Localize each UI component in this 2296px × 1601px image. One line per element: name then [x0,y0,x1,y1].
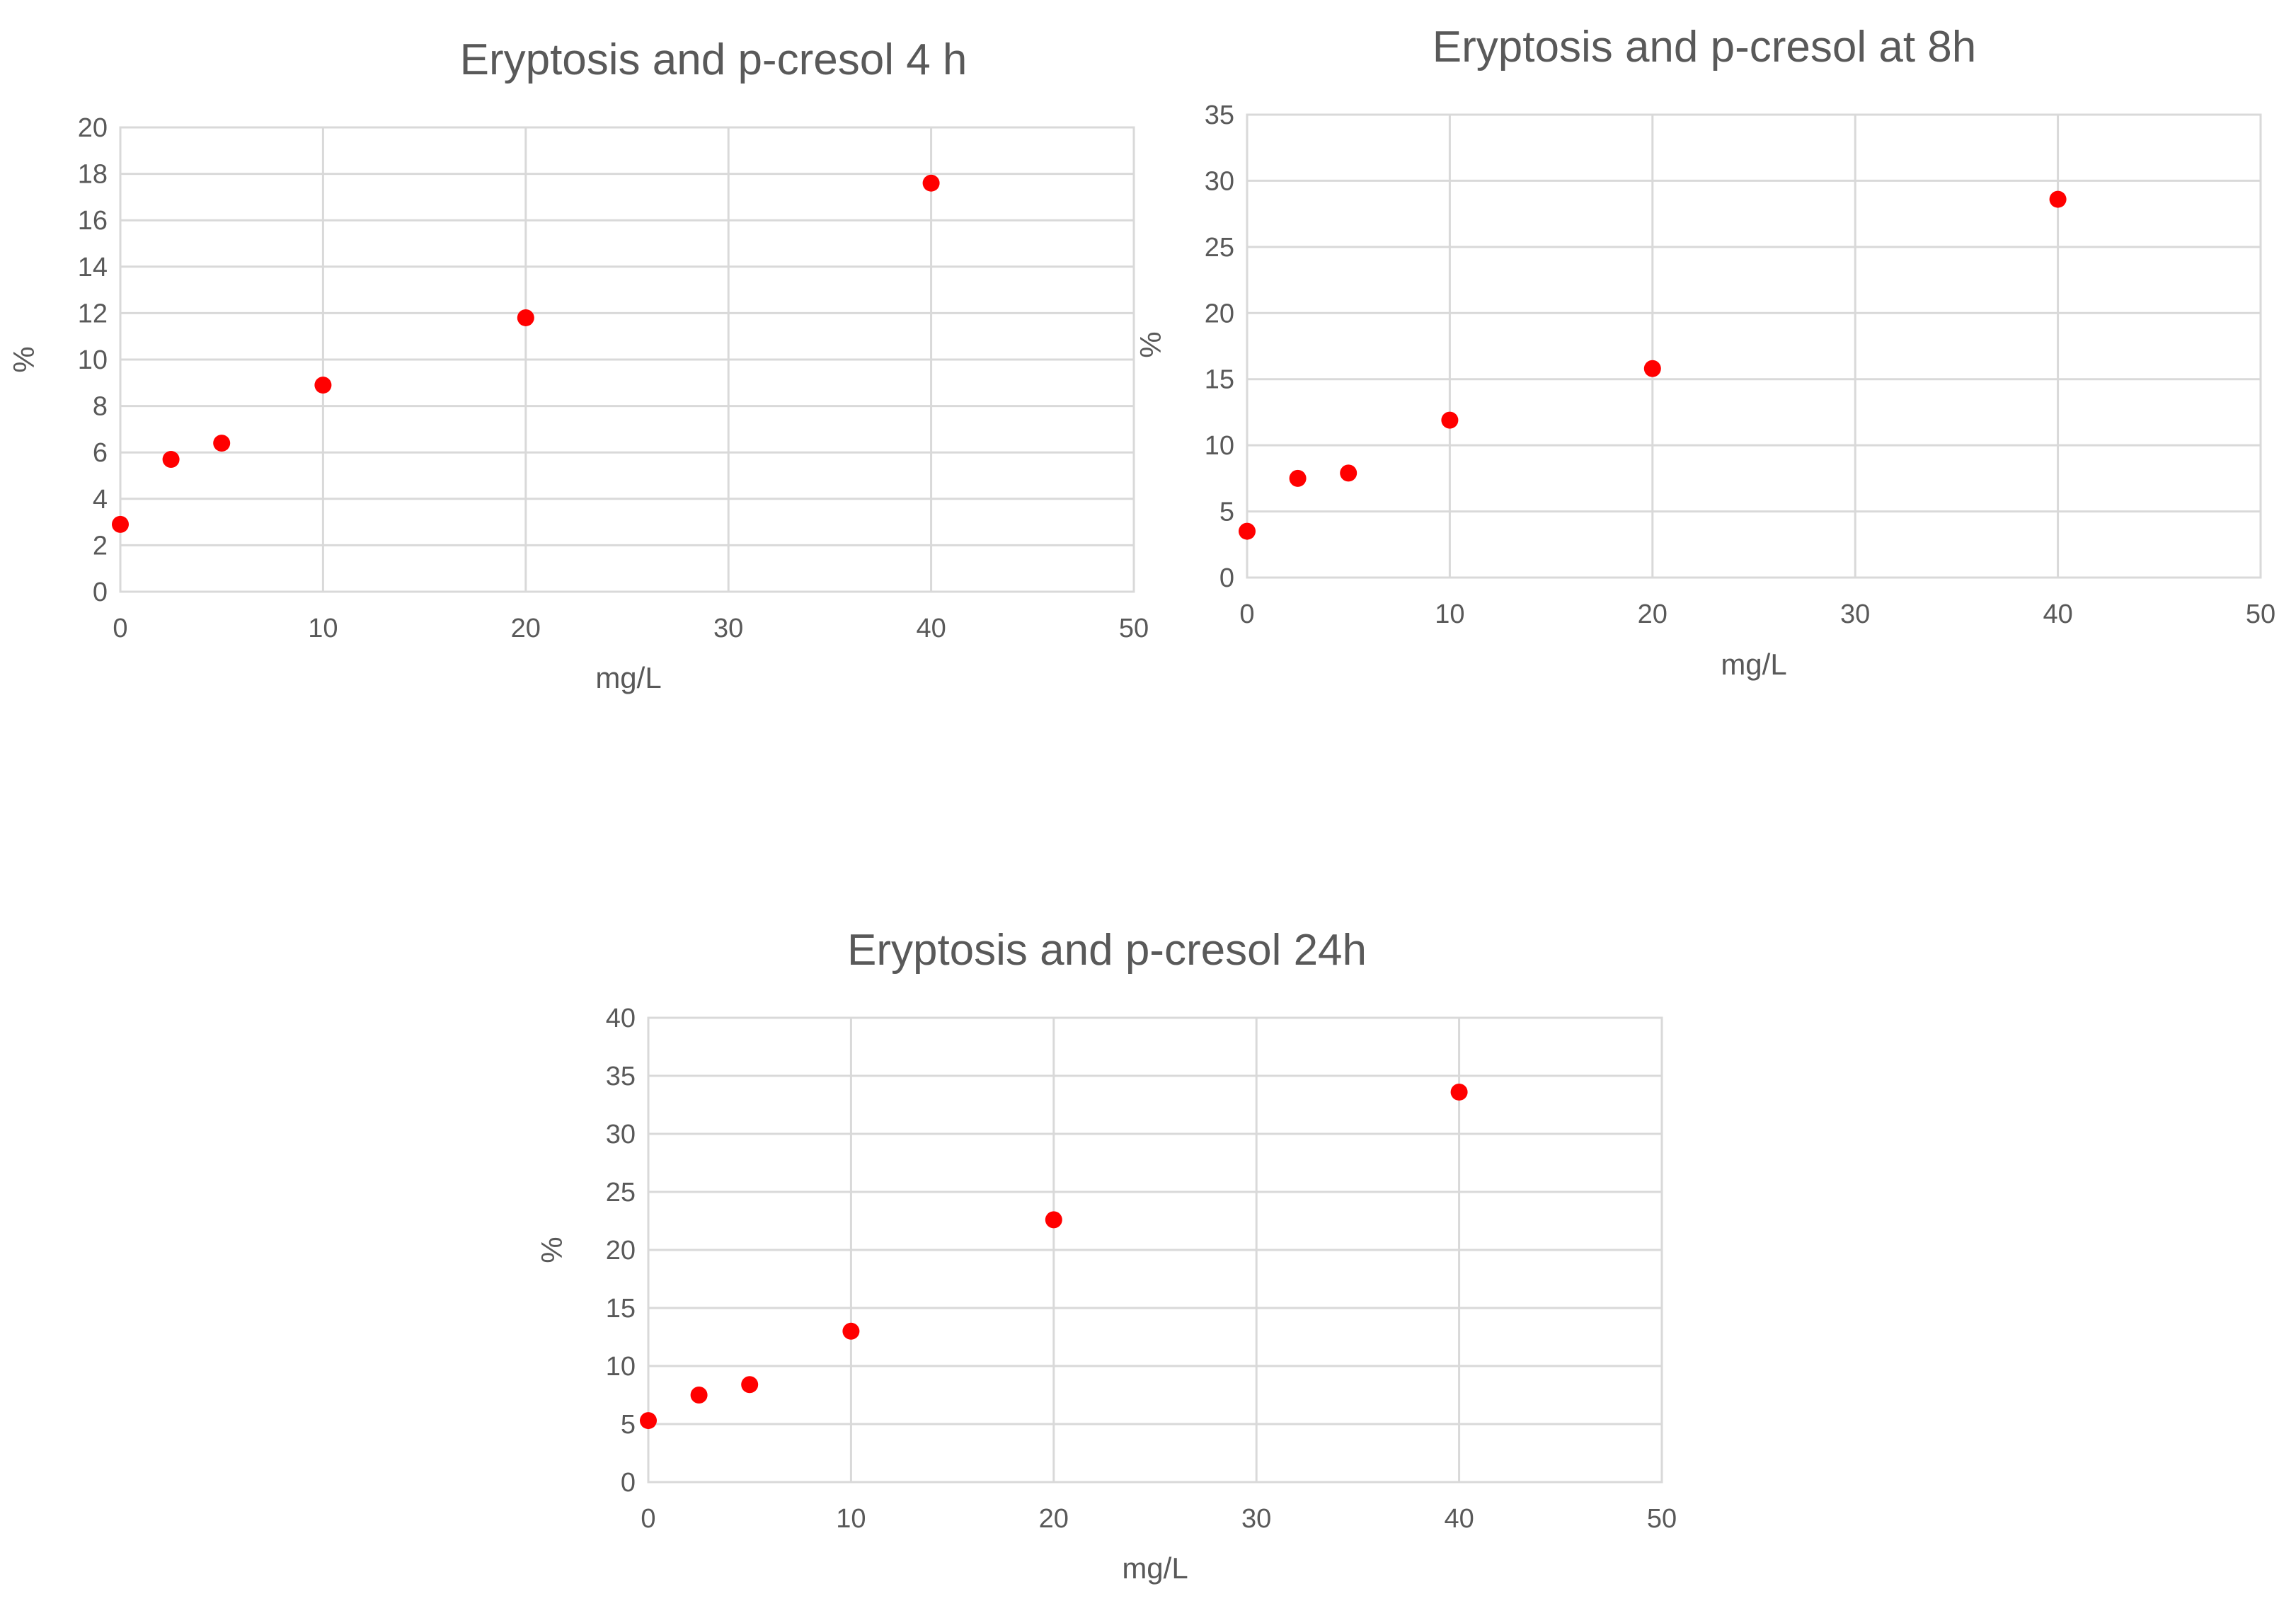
chart-24h-x-tick-label: 0 [641,1504,655,1534]
chart-24h-y-tick-label: 5 [621,1410,636,1440]
chart-24h-y-axis-label: % [535,1236,568,1263]
chart-4h-x-tick-label: 20 [511,614,541,643]
chart-24h-points [640,1083,1468,1430]
chart-8h-data-point [1289,469,1307,487]
chart-24h-y-tick-label: 30 [606,1120,636,1149]
chart-4h-x-tick-label: 50 [1119,614,1149,643]
chart-8h: Eryptosis and p-cresol at 8h 0 5 10 15 20 25 3… [1134,23,2275,681]
chart-8h-y-axis-label: % [1134,331,1167,357]
chart-4h: Eryptosis and p-cresol 4 h 0 2 4 6 8 10 12 14 16… [7,35,1149,694]
chart-4h-x-ticks: 0 10 20 30 40 50 [113,614,1149,643]
chart-8h-x-tick-label: 0 [1239,599,1254,629]
chart-24h-gridlines [647,1016,1663,1484]
chart-8h-plot-area [1246,113,2262,579]
chart-24h-y-tick-label: 40 [606,1004,636,1033]
chart-8h-x-axis-label: mg/L [1721,648,1786,681]
chart-4h-y-tick-label: 4 [93,485,108,515]
chart-24h-data-point [1450,1083,1468,1101]
chart-8h-y-tick-label: 10 [1205,431,1234,461]
chart-4h-y-tick-label: 18 [78,160,108,190]
chart-8h-data-point [1239,522,1256,540]
chart-8h-title: Eryptosis and p-cresol at 8h [1433,23,1977,71]
chart-24h-plot-area [647,1016,1663,1484]
chart-4h-y-tick-label: 16 [78,206,108,236]
chart-8h-y-tick-label: 5 [1219,498,1234,527]
chart-24h-x-tick-label: 50 [1647,1504,1677,1534]
chart-24h-y-tick-label: 10 [606,1352,636,1382]
chart-8h-x-tick-label: 30 [1840,599,1870,629]
chart-8h-y-ticks: 0 5 10 15 20 25 30 35 [1205,101,1234,593]
chart-4h-y-tick-label: 2 [93,531,108,561]
chart-8h-gridlines [1246,113,2262,579]
chart-4h-y-tick-label: 8 [93,392,108,422]
chart-4h-points [112,174,940,533]
chart-4h-data-point [162,451,180,469]
chart-4h-y-ticks: 0 2 4 6 8 10 12 14 16 18 20 [78,113,108,607]
chart-4h-y-tick-label: 14 [78,253,108,282]
chart-24h-x-axis-label: mg/L [1122,1551,1188,1585]
chart-4h-title: Eryptosis and p-cresol 4 h [460,35,968,84]
chart-24h-y-tick-label: 15 [606,1294,636,1324]
chart-24h-y-ticks: 0 5 10 15 20 25 30 35 40 [606,1004,636,1498]
chart-4h-y-tick-label: 20 [78,113,108,143]
chart-24h-data-point [741,1376,759,1394]
chart-8h-x-tick-label: 40 [2043,599,2072,629]
chart-24h-data-point [690,1387,708,1404]
chart-24h-y-tick-label: 20 [606,1236,636,1266]
chart-4h-x-tick-label: 30 [713,614,743,643]
chart-4h-data-point [314,377,332,394]
chart-8h-y-tick-label: 0 [1219,563,1234,593]
chart-4h-data-point [112,515,129,533]
chart-4h-x-tick-label: 40 [916,614,946,643]
chart-4h-y-axis-label: % [7,346,40,372]
chart-4h-x-axis-label: mg/L [595,661,661,694]
chart-4h-data-point [922,174,940,192]
chart-8h-x-tick-label: 10 [1435,599,1464,629]
chart-4h-y-tick-label: 0 [93,578,108,607]
chart-8h-y-tick-label: 35 [1205,101,1234,130]
chart-8h-y-tick-label: 20 [1205,299,1234,328]
chart-8h-x-tick-label: 20 [1638,599,1668,629]
chart-8h-data-point [1643,360,1661,377]
chart-24h-data-point [640,1412,657,1430]
chart-24h-y-tick-label: 0 [621,1468,636,1498]
chart-24h-y-tick-label: 35 [606,1062,636,1091]
chart-4h-data-point [213,435,231,452]
chart-24h-x-tick-label: 40 [1444,1504,1474,1534]
chart-24h-data-point [1045,1211,1062,1229]
chart-4h-gridlines [119,126,1135,593]
chart-8h-points [1239,190,2067,540]
chart-24h-y-tick-label: 25 [606,1178,636,1207]
chart-8h-y-tick-label: 25 [1205,233,1234,263]
chart-24h-title: Eryptosis and p-cresol 24h [847,926,1367,975]
chart-8h-y-tick-label: 30 [1205,166,1234,196]
chart-4h-y-tick-label: 6 [93,438,108,468]
chart-24h: Eryptosis and p-cresol 24h 0 5 10 15 20 25 30 3… [535,926,1677,1585]
chart-8h-data-point [1441,411,1459,429]
chart-24h-data-point [842,1322,860,1340]
chart-24h-x-tick-label: 10 [836,1504,866,1534]
chart-8h-x-tick-label: 50 [2246,599,2275,629]
chart-24h-x-tick-label: 30 [1241,1504,1271,1534]
chart-4h-plot-area [119,126,1135,593]
chart-8h-data-point [2049,190,2067,208]
chart-8h-x-ticks: 0 10 20 30 40 50 [1239,599,2275,629]
chart-4h-x-tick-label: 0 [113,614,127,643]
chart-24h-x-ticks: 0 10 20 30 40 50 [641,1504,1677,1534]
chart-4h-y-tick-label: 10 [78,345,108,375]
chart-8h-data-point [1340,464,1357,482]
chart-4h-data-point [517,309,534,326]
chart-8h-y-tick-label: 15 [1205,365,1234,395]
chart-4h-x-tick-label: 10 [308,614,338,643]
chart-4h-y-tick-label: 12 [78,299,108,328]
chart-24h-x-tick-label: 20 [1039,1504,1069,1534]
